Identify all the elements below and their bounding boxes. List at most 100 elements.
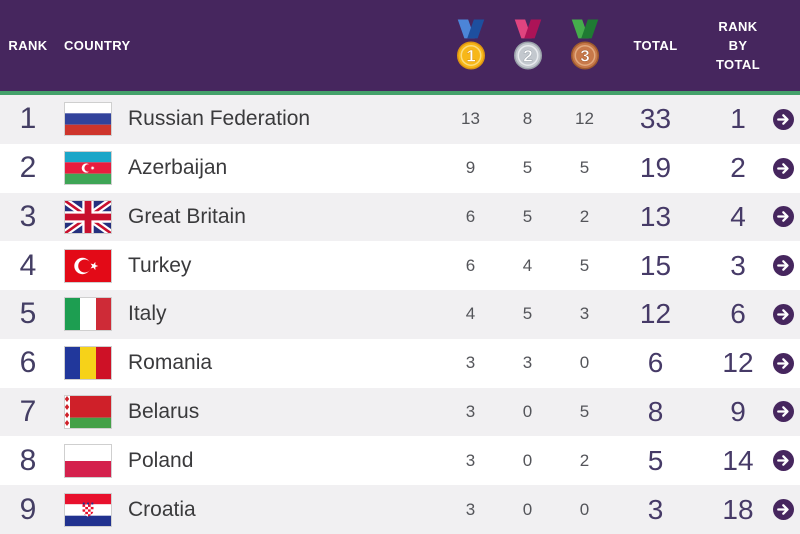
country-name: Croatia	[128, 497, 196, 521]
country-name: Azerbaijan	[128, 156, 228, 180]
total-count: 5	[647, 444, 664, 476]
header-rank: RANK	[8, 37, 48, 53]
bronze-count: 5	[579, 401, 590, 421]
flag-azerbaijan-icon	[56, 151, 120, 186]
silver-count: 5	[522, 304, 533, 324]
bronze-count: 12	[575, 109, 594, 129]
silver-count: 0	[522, 499, 533, 519]
gold-count: 3	[465, 353, 476, 373]
rank-by-total-value: 18	[722, 493, 754, 525]
gold-count: 4	[465, 304, 476, 324]
bronze-count: 5	[579, 158, 590, 178]
rank-value: 1	[19, 102, 37, 136]
table-row: 8 Poland 3 0 2 5 14	[0, 436, 800, 486]
gold-count: 13	[461, 109, 480, 129]
header-country: COUNTRY	[64, 37, 131, 53]
gold-count: 3	[465, 499, 476, 519]
table-row: 9 Croatia 3 0 0 3 18	[0, 485, 800, 534]
arrow-right-circle-icon[interactable]	[773, 157, 794, 179]
arrow-right-circle-icon[interactable]	[773, 401, 794, 423]
silver-count: 3	[522, 353, 533, 373]
total-count: 6	[647, 347, 664, 379]
total-count: 33	[639, 103, 672, 135]
bronze-medal-icon: 3	[556, 18, 613, 73]
header-total: TOTAL	[633, 37, 678, 53]
total-count: 12	[639, 298, 672, 330]
total-count: 13	[639, 200, 672, 232]
flag-italy-icon	[56, 297, 120, 332]
rank-by-total-value: 1	[730, 103, 746, 135]
arrow-right-circle-icon[interactable]	[773, 255, 794, 277]
rank-by-total-value: 9	[730, 395, 746, 427]
gold-count: 3	[465, 450, 476, 470]
arrow-right-circle-icon[interactable]	[773, 206, 794, 228]
silver-count: 4	[522, 255, 533, 275]
total-count: 8	[647, 395, 664, 427]
arrow-right-circle-icon[interactable]	[773, 450, 794, 472]
gold-count: 3	[465, 401, 476, 421]
flag-russian-federation-icon	[56, 102, 120, 137]
rank-value: 6	[19, 346, 37, 380]
table-header-row: RANK COUNTRY 1 2	[0, 0, 800, 95]
silver-count: 5	[522, 206, 533, 226]
table-row: 3 Great Britain 6 5 2 13 4	[0, 192, 800, 242]
bronze-count: 5	[579, 255, 590, 275]
arrow-right-circle-icon[interactable]	[773, 499, 794, 520]
bronze-count: 0	[579, 353, 590, 373]
rank-value: 3	[19, 199, 37, 233]
rank-by-total-value: 6	[730, 298, 746, 330]
arrow-right-circle-icon[interactable]	[773, 352, 794, 374]
rank-value: 4	[19, 248, 37, 282]
flag-croatia-icon	[56, 492, 120, 527]
rank-by-total-value: 12	[722, 347, 754, 379]
silver-medal-number: 2	[523, 46, 532, 65]
table-row: 4 Turkey 6 4 5 15 3	[0, 241, 800, 291]
country-name: Italy	[128, 302, 167, 326]
rank-value: 7	[19, 394, 37, 428]
gold-medal-icon: 1	[442, 18, 499, 73]
bronze-medal-number: 3	[580, 46, 589, 65]
gold-count: 9	[465, 158, 476, 178]
table-row: 5 Italy 4 5 3 12 6	[0, 290, 800, 339]
flag-great-britain-icon	[56, 199, 120, 234]
silver-medal-icon: 2	[499, 18, 556, 73]
flag-belarus-icon	[56, 394, 120, 429]
arrow-right-circle-icon[interactable]	[773, 303, 794, 325]
rank-value: 2	[19, 151, 37, 185]
rank-value: 5	[19, 297, 37, 331]
table-row: 1 Russian Federation 13 8 12 33 1	[0, 95, 800, 144]
table-row: 6 Romania 3 3 0 6 12	[0, 338, 800, 388]
country-name: Belarus	[128, 399, 200, 423]
table-body: 1 Russian Federation 13 8 12 33 1 2 Azer…	[0, 95, 800, 534]
table-row: 7 Belarus 3 0 5 8 9	[0, 387, 800, 437]
total-count: 15	[639, 249, 672, 281]
rank-by-total-value: 4	[730, 200, 746, 232]
gold-medal-number: 1	[466, 46, 475, 65]
table-row: 2 Azerbaijan 9 5 5 19 2	[0, 143, 800, 193]
rank-value: 9	[19, 492, 37, 526]
flag-romania-icon	[56, 346, 120, 381]
country-name: Russian Federation	[128, 107, 311, 131]
country-name: Poland	[128, 448, 194, 472]
silver-count: 0	[522, 401, 533, 421]
rank-by-total-value: 2	[730, 152, 746, 184]
gold-count: 6	[465, 206, 476, 226]
header-rank-by-total-line3: TOTAL	[715, 57, 761, 72]
flag-turkey-icon	[56, 248, 120, 283]
header-rank-by-total-line2: BY	[728, 38, 748, 53]
total-count: 3	[647, 493, 664, 525]
silver-count: 5	[522, 158, 533, 178]
country-name: Romania	[128, 351, 213, 375]
arrow-right-circle-icon[interactable]	[773, 108, 794, 130]
bronze-count: 3	[579, 304, 590, 324]
total-count: 19	[639, 152, 672, 184]
rank-by-total-value: 3	[730, 249, 746, 281]
country-name: Great Britain	[128, 204, 246, 228]
flag-poland-icon	[56, 443, 120, 478]
country-name: Turkey	[128, 253, 192, 277]
bronze-count: 2	[579, 450, 590, 470]
header-rank-by-total: RANK BY TOTAL	[698, 17, 778, 74]
silver-count: 8	[522, 109, 533, 129]
bronze-count: 0	[579, 499, 590, 519]
